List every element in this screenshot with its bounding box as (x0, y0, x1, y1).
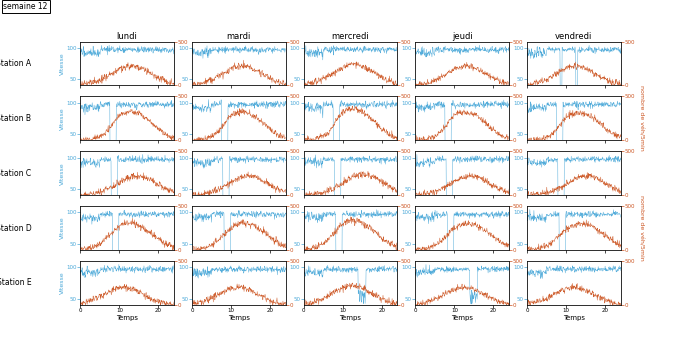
Y-axis label: Vitesse: Vitesse (60, 162, 65, 185)
Title: lundi: lundi (117, 32, 138, 41)
X-axis label: Temps: Temps (451, 315, 473, 321)
Y-axis label: Vitesse: Vitesse (60, 107, 65, 130)
Title: mardi: mardi (227, 32, 251, 41)
Y-axis label: Vitesse: Vitesse (60, 217, 65, 239)
Y-axis label: nombre de véh/5min: nombre de véh/5min (639, 85, 644, 151)
Text: Station E: Station E (0, 279, 31, 287)
Y-axis label: Vitesse: Vitesse (60, 52, 65, 75)
Text: Station D: Station D (0, 224, 31, 233)
Title: jeudi: jeudi (452, 32, 473, 41)
X-axis label: Temps: Temps (228, 315, 250, 321)
Title: mercredi: mercredi (332, 32, 369, 41)
X-axis label: Temps: Temps (563, 315, 585, 321)
Text: Station B: Station B (0, 114, 31, 123)
Text: Station A: Station A (0, 59, 31, 68)
Title: vendredi: vendredi (555, 32, 593, 41)
X-axis label: Temps: Temps (339, 315, 362, 321)
Text: Station C: Station C (0, 169, 31, 178)
Y-axis label: nombre de véh/5min: nombre de véh/5min (639, 195, 644, 261)
X-axis label: Temps: Temps (116, 315, 138, 321)
Y-axis label: Vitesse: Vitesse (60, 272, 65, 294)
Text: semaine 12: semaine 12 (3, 2, 48, 11)
